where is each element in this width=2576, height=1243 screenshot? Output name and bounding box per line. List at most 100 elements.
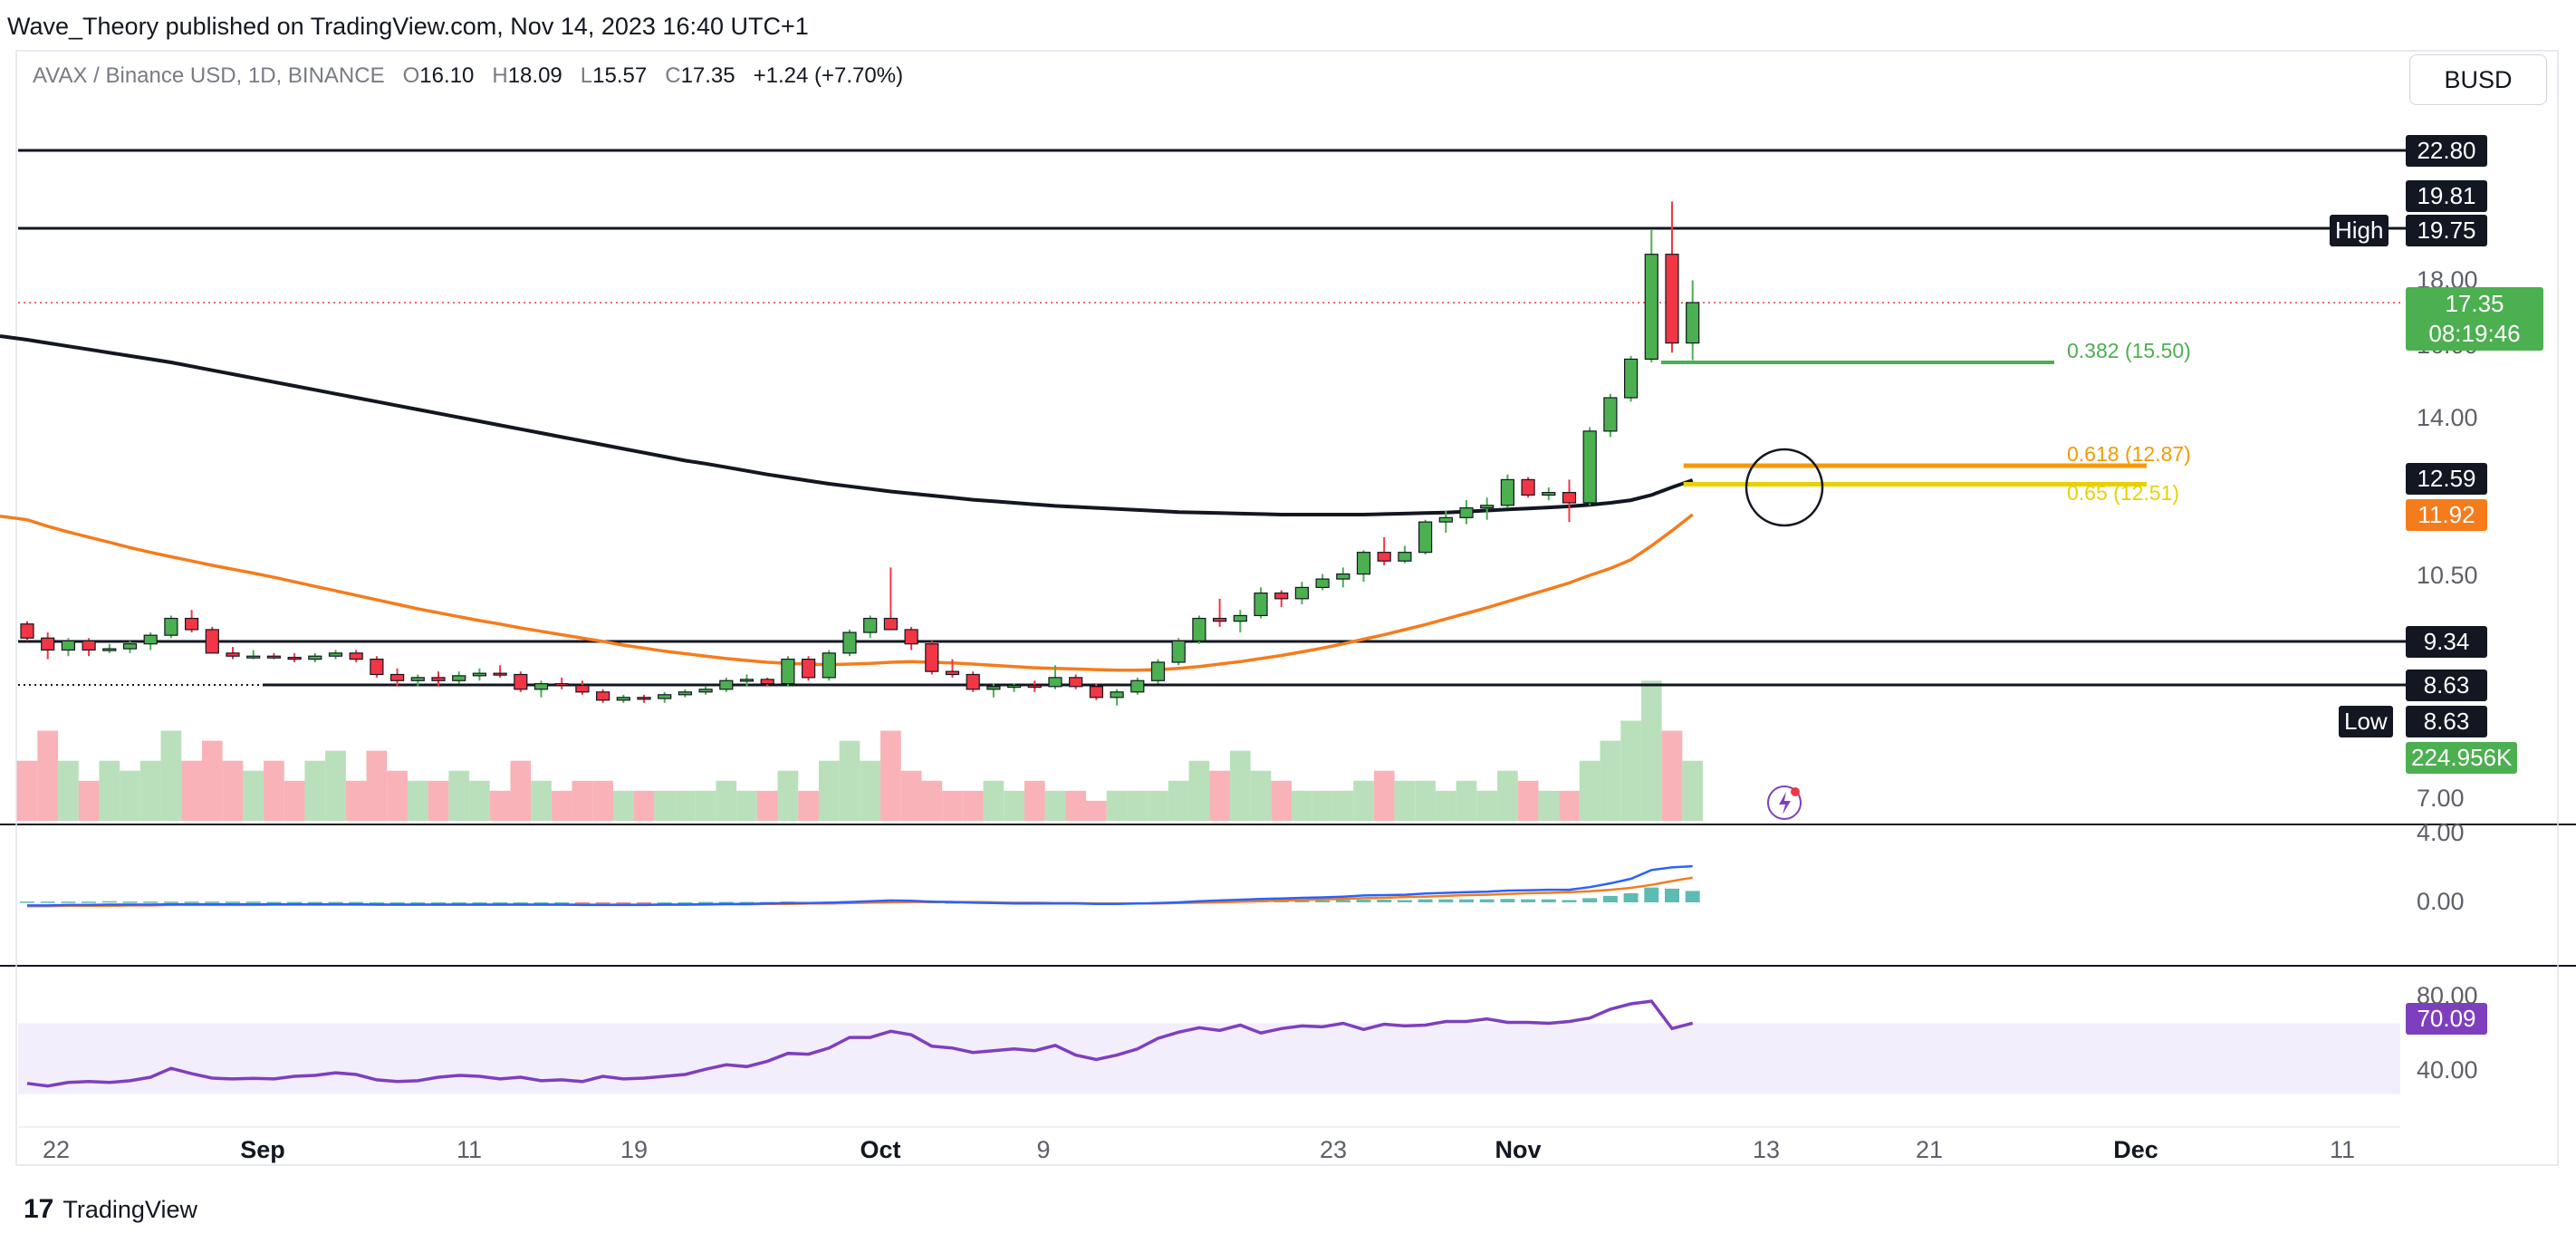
volume-bar [1188,760,1210,821]
candle [698,689,713,693]
close-value: 17.35 [680,63,735,88]
macd-histogram-bar [1418,899,1433,902]
volume-bar [264,760,284,821]
candle [1315,578,1330,589]
macd-histogram-bar [61,901,76,903]
x-axis-label: 21 [1915,1136,1944,1163]
volume-bar [798,790,819,821]
macd-histogram-bar [595,902,610,904]
volume-bar [387,770,408,821]
volume-bar [139,760,161,821]
macd-histogram-bar [328,901,343,904]
macd-line [27,864,1693,907]
volume-bar [428,780,449,821]
macd-histogram-bar [678,902,693,904]
currency-button[interactable]: BUSD [2409,54,2547,105]
candle [1294,586,1310,600]
chart-frame [15,50,2559,1166]
macd-histogram-bar [1602,895,1618,902]
price-label: 224.956K [2406,742,2518,774]
candle [1603,397,1618,432]
candle [431,677,446,681]
volume-bar [942,790,963,821]
footer-brand: 17 TradingView [24,1194,197,1225]
volume-bar [1271,780,1293,821]
rsi-band [18,1023,2400,1094]
circle-annotation [1745,448,1824,527]
rsi-line [26,999,1694,1088]
macd-histogram-bar [266,901,282,904]
volume-bar [1065,790,1087,821]
candle [1418,521,1433,554]
price-label: 8.63 [2406,670,2487,701]
candle [822,652,836,679]
macd-histogram-bar [1541,899,1556,902]
price-axis-tick: 7.00 [2417,785,2465,812]
change-value: +1.24 (+7.70%) [753,63,904,88]
macd-histogram-bar [226,901,240,903]
volume-bar [592,780,613,821]
volume-bar [99,760,120,821]
price-axis-tick: 14.00 [2417,404,2478,431]
candle [1562,492,1577,504]
volume-bar [736,790,757,821]
price-label: 19.81 [2406,180,2487,212]
candle [493,672,507,676]
candle [472,672,487,677]
volume-bar [962,790,984,821]
volume-bar [1292,790,1312,821]
low-tag: Low [2339,706,2393,737]
volume-bar [1435,790,1456,821]
price-label: 70.09 [2406,1003,2487,1035]
volume-bar [1682,760,1704,821]
volume-bar [1148,790,1168,821]
x-axis-label: 22 [42,1136,71,1163]
volume-bar [489,790,511,821]
volume-bar [1044,790,1066,821]
open-value: 16.10 [419,63,475,88]
x-axis-label: 19 [620,1136,649,1163]
candle [1130,679,1145,693]
macd-histogram-bar [431,902,446,904]
volume-bar [839,740,860,821]
macd-histogram-bar [122,901,138,903]
candle [1582,430,1597,504]
macd-histogram-bar [1521,899,1536,902]
candle [61,640,76,651]
candle [1006,684,1022,689]
volume-bar [345,780,367,821]
macd-histogram-bar [143,901,159,903]
macd-histogram-bar [1562,900,1577,902]
candle [595,691,610,701]
volume-bar [983,780,1004,821]
rsi-axis-tick: 40.00 [2417,1056,2478,1084]
candle [185,617,199,631]
macd-histogram-bar [369,902,384,904]
macd-histogram-bar [205,901,220,903]
volume-bar [1559,790,1580,821]
volume-bar [1661,730,1683,821]
candle [678,691,693,696]
volume-bar [654,790,676,821]
candle [349,652,363,660]
candle [82,640,96,651]
volume-bar [1004,790,1024,821]
candle [370,659,384,676]
x-axis-label: Oct [860,1136,901,1163]
brand-name: TradingView [62,1195,197,1223]
volume-bar [777,770,799,821]
candle [1192,617,1206,641]
x-axis-label: 11 [2329,1136,2356,1163]
volume-bar [1353,780,1374,821]
volume-bar [448,770,470,821]
volume-bar [633,790,655,821]
x-axis-label: 9 [1036,1136,1051,1163]
price-label: 9.34 [2406,626,2487,658]
candle [1171,640,1186,663]
macd-histogram-bar [1582,898,1598,902]
candle [20,623,34,639]
candle [1438,516,1453,523]
candle [1644,254,1658,361]
macd-histogram-bar [1397,900,1412,902]
